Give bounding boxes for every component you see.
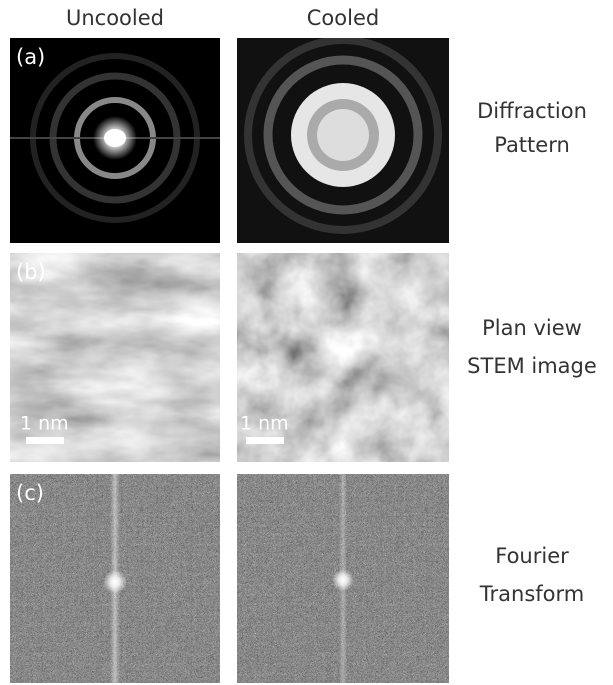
page: {"columns":["Uncooled","Cooled"], "rows"…: [0, 0, 613, 685]
scale-bar-label: 1 nm: [20, 413, 69, 435]
column-header: Cooled: [307, 6, 379, 30]
row-label: STEM image: [467, 354, 597, 378]
row-label: Plan view: [482, 316, 582, 340]
panel-label: (b): [16, 260, 46, 284]
scale-bar-label: 1 nm: [240, 413, 289, 435]
panel-label: (a): [16, 45, 45, 69]
diffraction-cooled: [237, 38, 449, 243]
row-label: Diffraction: [477, 99, 587, 123]
fft-cooled: [237, 474, 449, 683]
column-header: Uncooled: [66, 6, 164, 30]
row-label: Pattern: [494, 133, 570, 157]
row-label: Transform: [479, 582, 584, 606]
scale-bar: [26, 437, 64, 444]
row-label: Fourier: [495, 544, 569, 568]
fft-uncooled: [10, 474, 220, 683]
panel-label: (c): [16, 481, 44, 505]
scale-bar: [246, 437, 284, 444]
figure: Uncooled Cooled (a) Diffraction Pattern …: [0, 0, 613, 685]
